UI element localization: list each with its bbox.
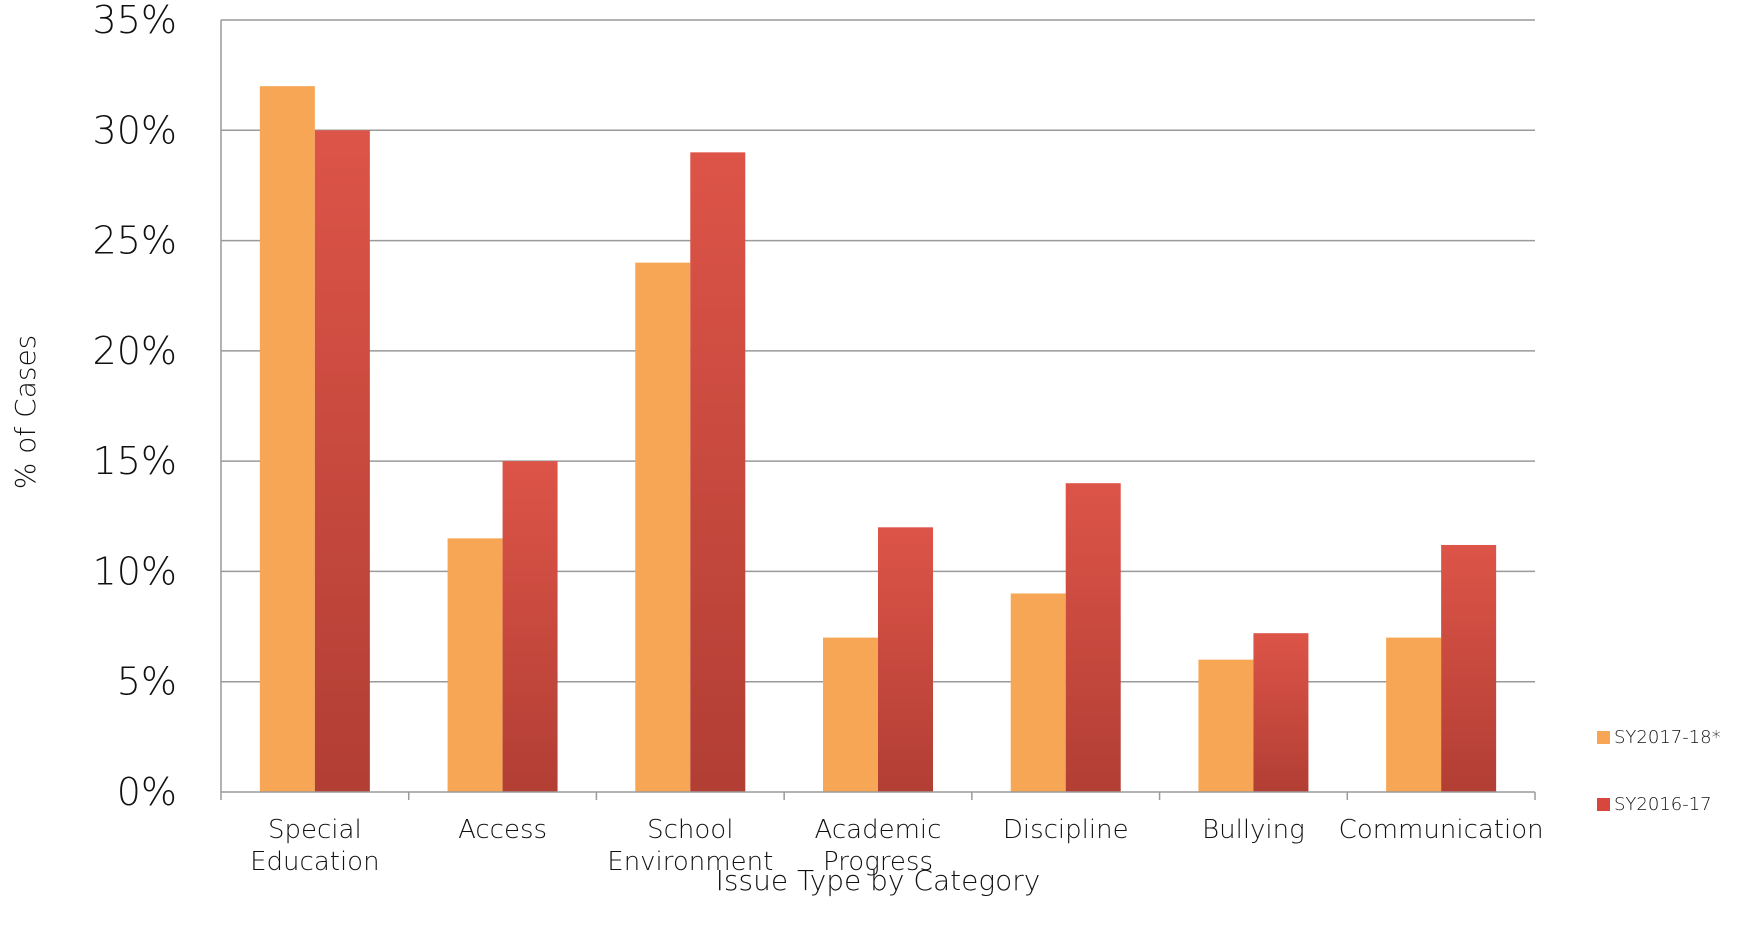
bar-sy2017-18 <box>1386 637 1442 792</box>
legend-label: SY2017-18* <box>1614 727 1721 748</box>
y-tick-label: 25% <box>93 219 177 263</box>
bar-sy2017-18 <box>447 538 503 792</box>
bar-sy2017-18 <box>823 637 878 792</box>
x-category-label: Academic Progress <box>815 815 942 877</box>
y-axis-title: % of Cases <box>9 335 42 490</box>
x-category-label: Communication <box>1339 815 1544 845</box>
x-axis-title: Issue Type by Category <box>716 864 1041 897</box>
legend-swatch <box>1597 798 1610 811</box>
legend-label: SY2016-17 <box>1614 794 1712 815</box>
bar-sy2017-18 <box>635 262 691 793</box>
gridlines <box>221 19 1535 683</box>
bar-sy2016-17 <box>502 461 558 792</box>
bar-sy2017-18 <box>1198 659 1254 792</box>
bar-sy2016-17 <box>1065 483 1121 792</box>
y-tick-label: 15% <box>93 439 177 483</box>
labels: 0% 5% 10% 15% 20% 25% 30% 35% Special Education Ac… <box>93 0 1544 877</box>
x-category-label: Special Education <box>250 815 379 877</box>
x-category-label: Bullying <box>1202 815 1305 845</box>
legend-swatch <box>1597 731 1610 744</box>
bar-sy2017-18 <box>259 86 315 792</box>
bar-sy2016-17 <box>1253 633 1309 792</box>
x-category-label: Access <box>458 815 547 845</box>
bar-sy2016-17 <box>878 527 933 792</box>
bars <box>259 86 1497 793</box>
bar-sy2016-17 <box>314 130 370 793</box>
legend: SY2017-18* SY2016-17 <box>1597 727 1721 815</box>
y-tick-label: 30% <box>93 108 177 152</box>
y-tick-label: 10% <box>93 549 177 593</box>
axes <box>220 20 1536 800</box>
y-tick-label: 35% <box>93 0 177 42</box>
y-tick-label: 0% <box>117 770 177 814</box>
bar-sy2016-17 <box>1441 544 1497 792</box>
x-category-label: Discipline <box>1003 815 1129 845</box>
y-tick-label: 5% <box>117 660 177 704</box>
x-category-label: School Environment <box>607 815 773 877</box>
bar-sy2016-17 <box>690 152 746 793</box>
bar-sy2017-18 <box>1010 593 1066 792</box>
y-tick-label: 20% <box>93 329 177 373</box>
